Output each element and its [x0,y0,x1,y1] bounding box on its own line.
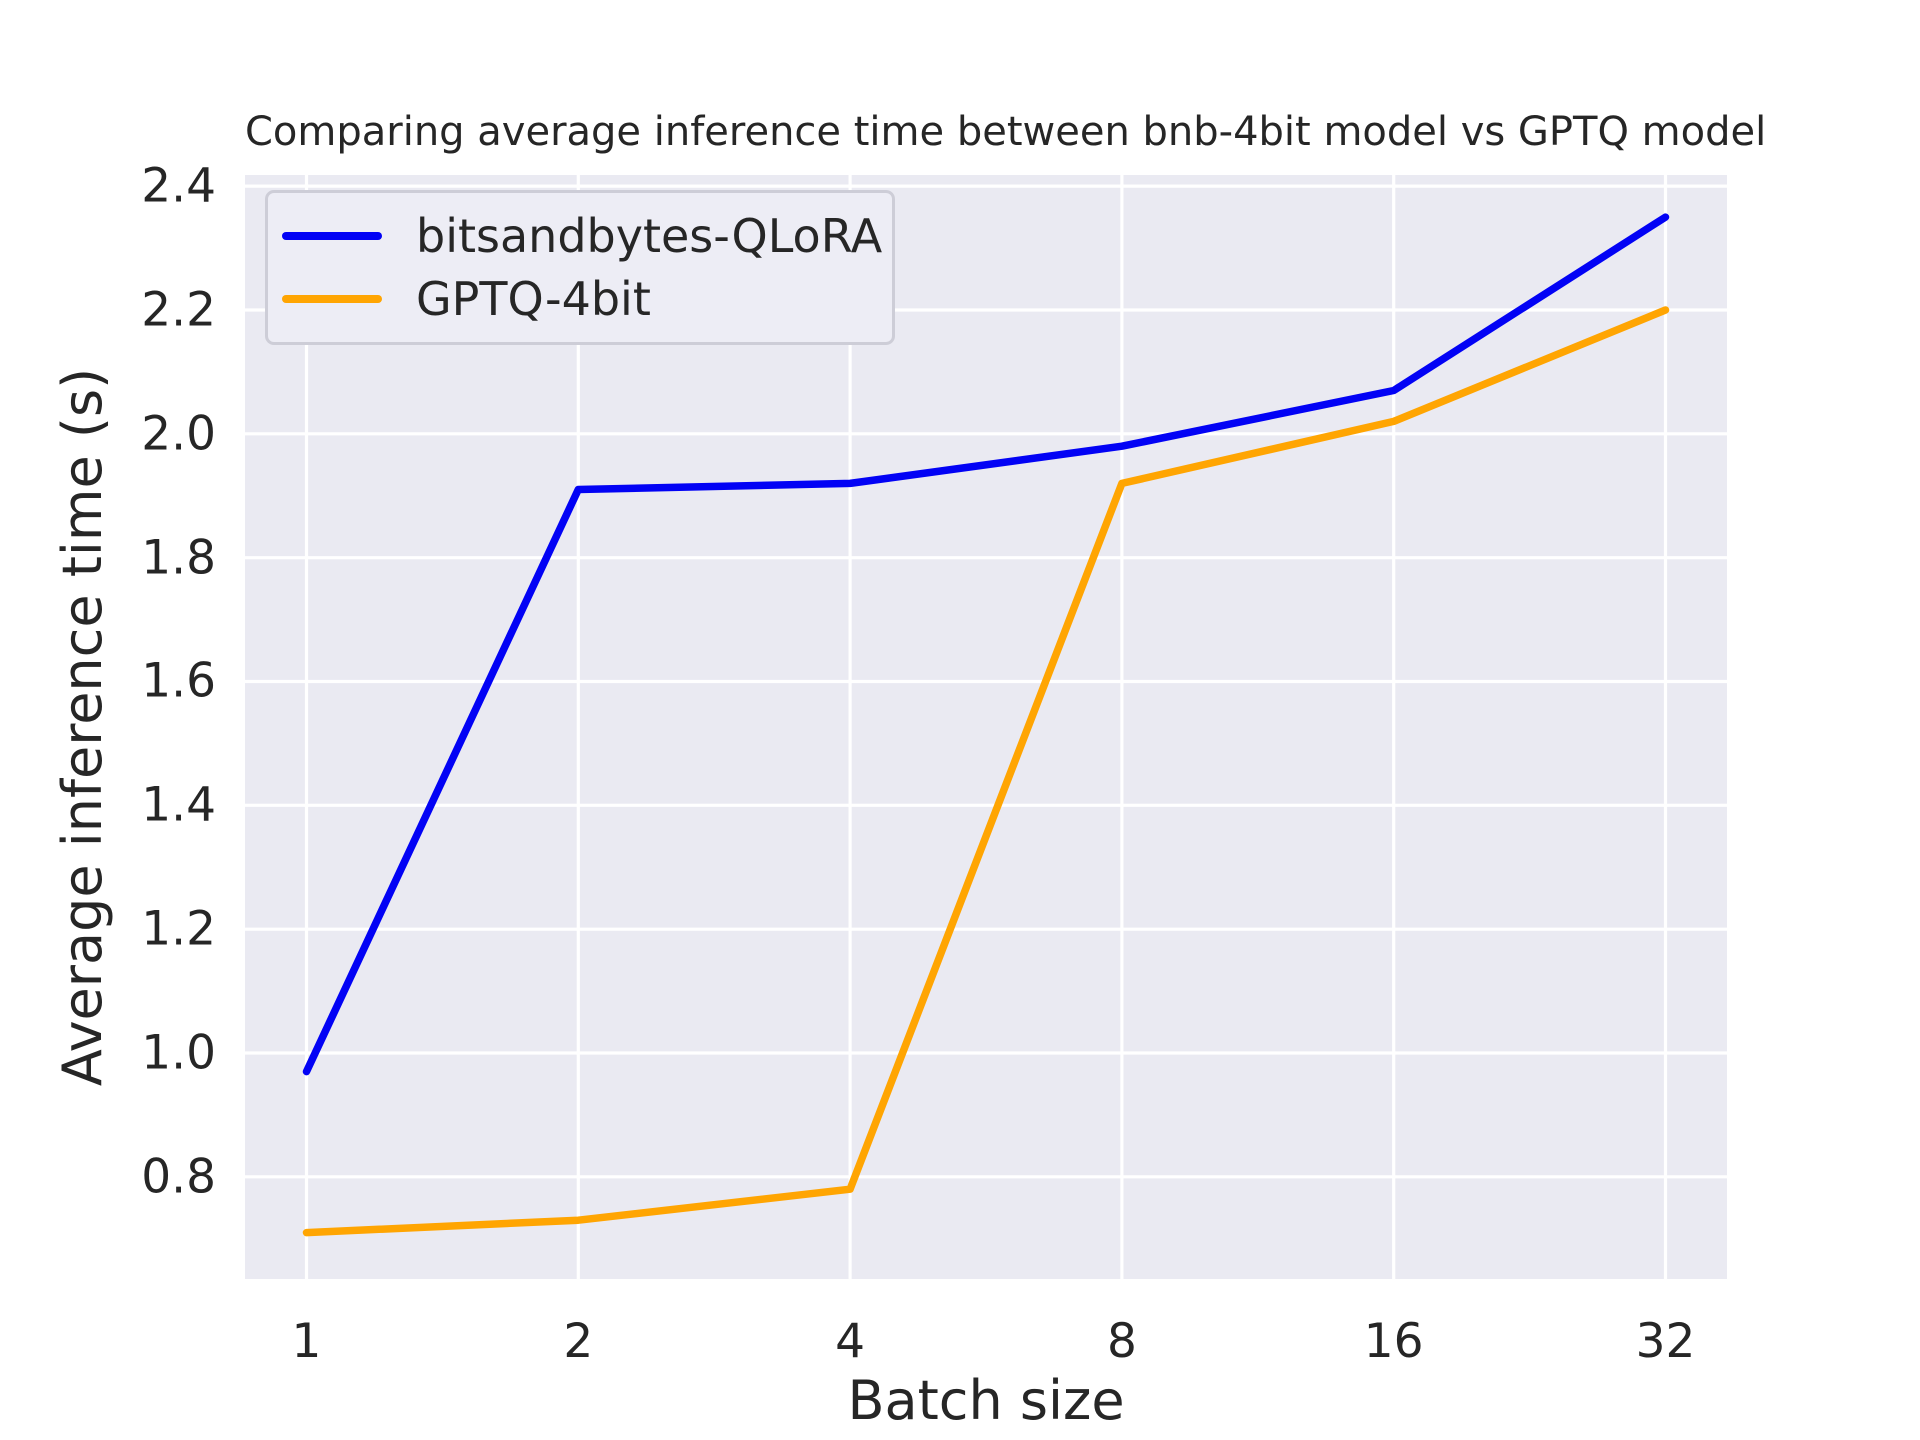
y-axis-label: Average inference time (s) [51,367,114,1087]
x-tick-label: 2 [563,1314,594,1369]
legend-line-swatch-gptq-4bit [282,294,382,303]
x-axis-label: Batch size [847,1369,1125,1432]
y-tick-label: 1.6 [141,653,216,709]
series-line-bitsandbytes-qlora [302,213,1670,1076]
y-tick-label: 1.2 [141,901,216,957]
y-tick-label: 2.2 [141,282,216,338]
y-tick-label: 1.8 [141,530,216,586]
y-tick-label: 2.4 [141,158,216,214]
legend: bitsandbytes-QLoRA GPTQ-4bit [265,190,895,345]
series-line-gptq-4bit [302,306,1670,1237]
x-tick-label: 16 [1363,1314,1424,1369]
legend-label: GPTQ-4bit [416,271,651,326]
x-tick-label: 8 [1106,1314,1137,1369]
y-tick-label: 0.8 [141,1149,216,1205]
legend-item-gptq-4bit: GPTQ-4bit [282,276,892,322]
x-tick-label: 4 [835,1314,866,1369]
y-tick-label: 1.0 [141,1025,216,1081]
legend-label: bitsandbytes-QLoRA [416,209,883,264]
legend-item-bitsandbytes-qlora: bitsandbytes-QLoRA [282,213,892,259]
x-tick-label: 1 [291,1314,322,1369]
plot-area [245,175,1727,1279]
legend-line-swatch-bitsandbytes-qlora [282,232,382,241]
x-tick-label: 32 [1635,1314,1696,1369]
y-tick-label: 2.0 [141,406,216,462]
chart-title: Comparing average inference time between… [245,109,1767,155]
y-tick-label: 1.4 [141,777,216,833]
